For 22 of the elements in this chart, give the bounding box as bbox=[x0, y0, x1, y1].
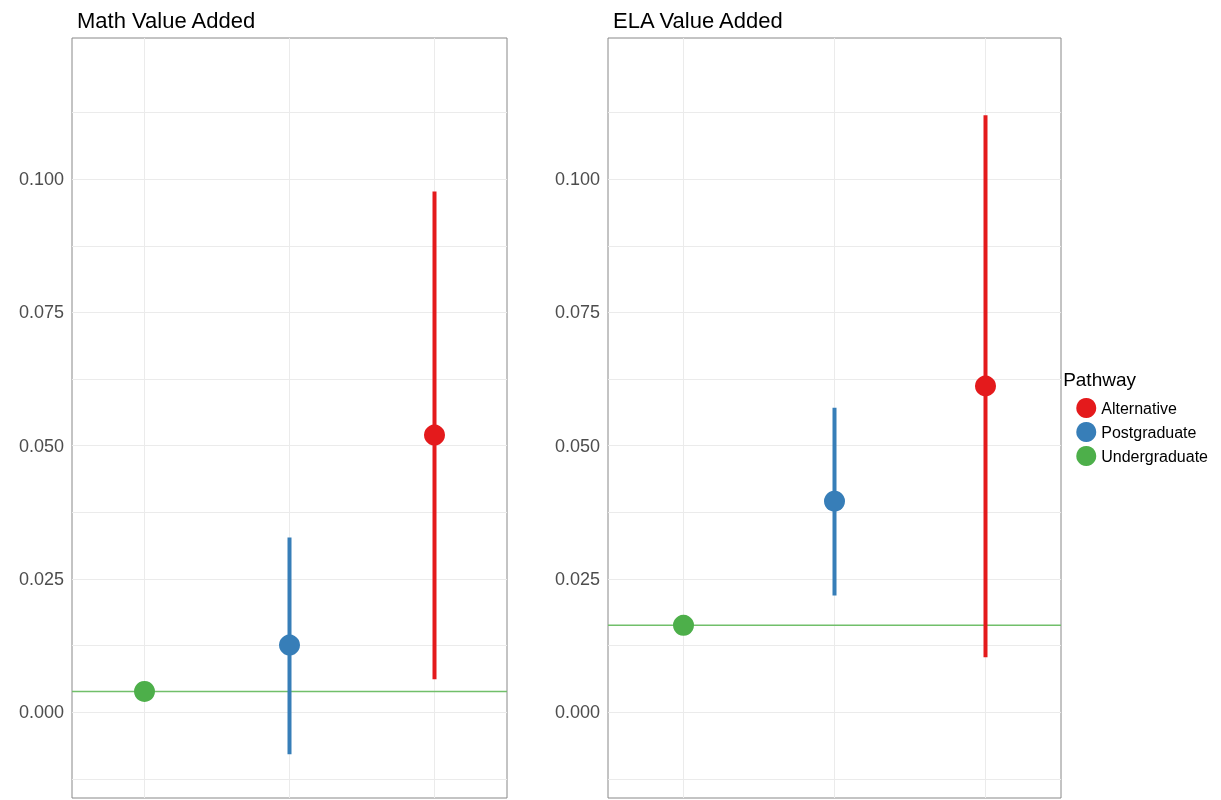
text: 0.000 bbox=[18, 702, 64, 723]
point bbox=[673, 614, 694, 636]
text: 0.000 bbox=[554, 702, 600, 723]
legend-label: Alternative bbox=[1101, 399, 1177, 417]
point bbox=[975, 375, 996, 397]
legend-label: Undergraduate bbox=[1101, 447, 1209, 465]
legend-label: Postgraduate bbox=[1101, 423, 1197, 441]
y-tick-label: 0.050 bbox=[554, 435, 600, 456]
point bbox=[824, 490, 845, 512]
point bbox=[279, 634, 300, 656]
y-tick-label: 0.100 bbox=[18, 169, 64, 190]
point bbox=[134, 680, 155, 702]
y-tick-label: 0.075 bbox=[18, 302, 64, 323]
chart-title: Math Value Added bbox=[77, 7, 256, 33]
y-tick-label: 0.075 bbox=[554, 302, 600, 323]
y-tick-label: 0.050 bbox=[18, 435, 64, 456]
y-tick-label: 0.025 bbox=[554, 568, 600, 589]
y-tick-label: 0.025 bbox=[18, 568, 64, 589]
y-tick-label: 0.100 bbox=[554, 169, 600, 190]
legend-title: Pathway bbox=[1063, 369, 1137, 390]
chart-title: ELA Value Added bbox=[613, 7, 783, 33]
point bbox=[424, 424, 445, 446]
